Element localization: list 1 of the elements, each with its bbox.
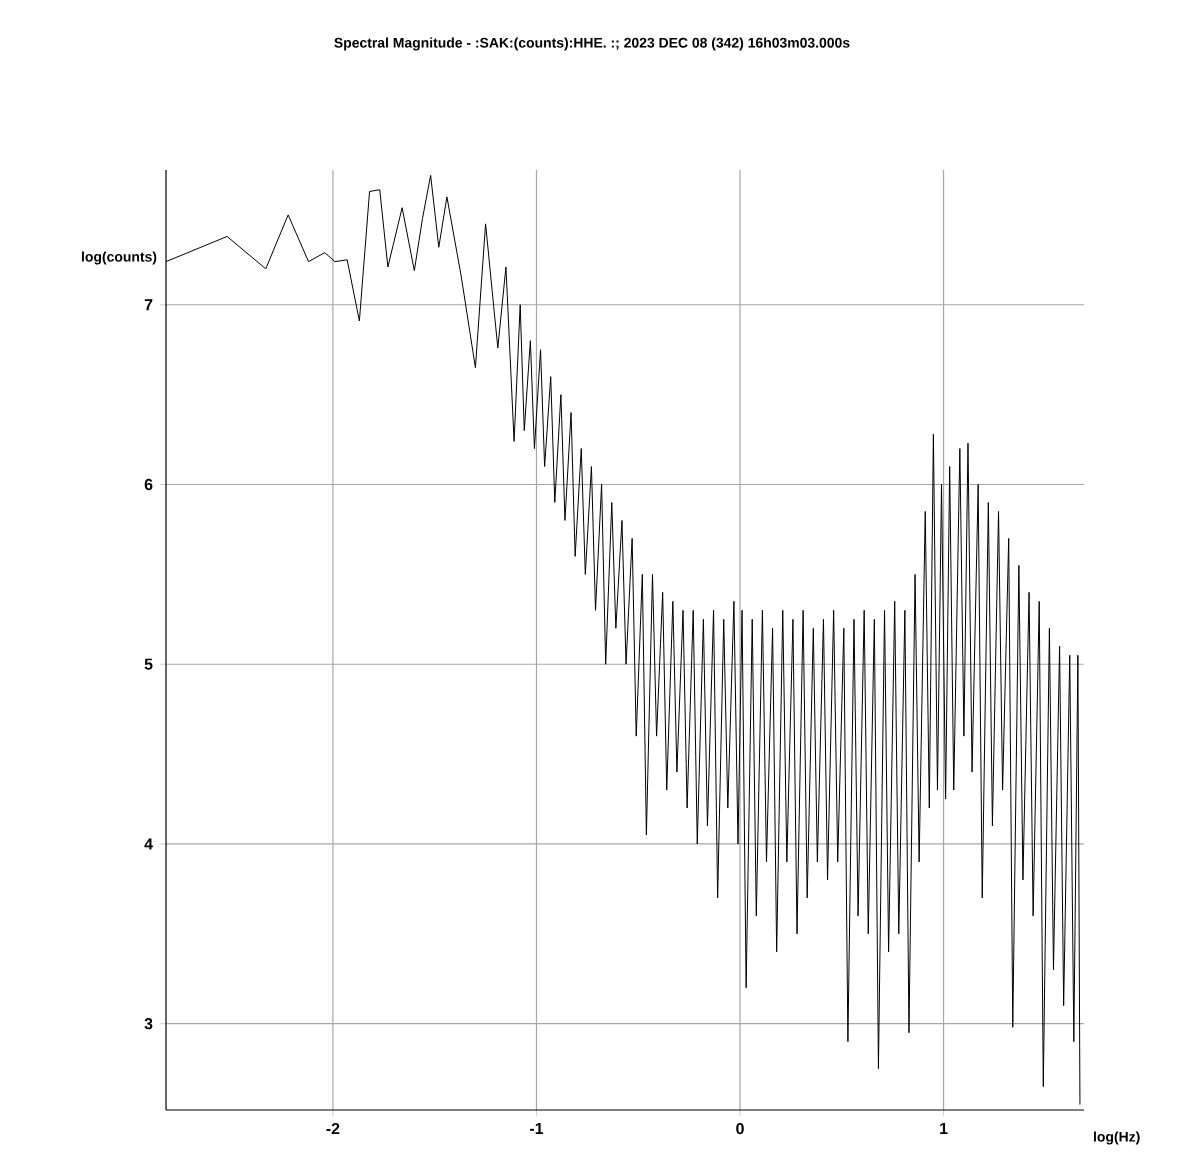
line-series [166, 174, 1081, 1106]
